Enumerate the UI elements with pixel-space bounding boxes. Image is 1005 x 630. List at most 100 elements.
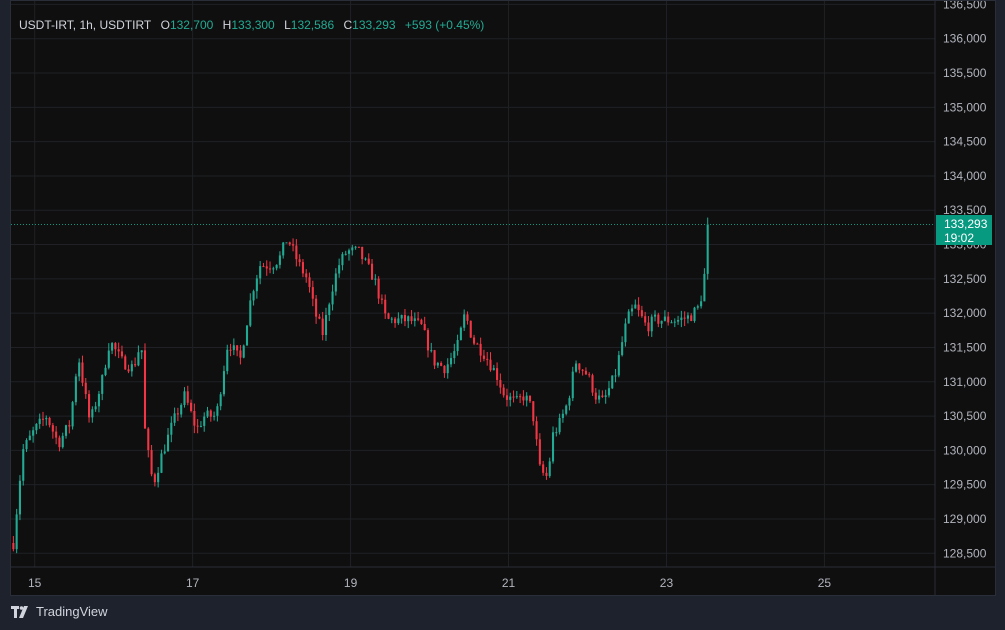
price-axis-label: 128,500 [943, 546, 987, 560]
candle-down [12, 542, 15, 550]
candle-up [249, 300, 252, 326]
candle-up [338, 265, 341, 274]
candle-up [456, 340, 459, 352]
tradingview-logo-text: TradingView [36, 604, 108, 619]
candle-down [440, 362, 443, 366]
candle-down [114, 343, 117, 350]
candle-up [255, 278, 258, 292]
candle-down [367, 258, 370, 264]
candle-down [127, 369, 130, 372]
candle-up [206, 410, 209, 417]
candle-down [209, 410, 212, 417]
candle-up [32, 430, 35, 436]
candle-up [275, 264, 278, 269]
candle-down [403, 315, 406, 322]
candlestick-chart[interactable]: 128,500 129,000 129,500 130,000 130,500 131,0… [11, 1, 995, 595]
candle-up [446, 364, 449, 374]
candle-up [706, 224, 709, 274]
candle-up [607, 388, 611, 396]
candle-up [693, 307, 696, 321]
candle-down [176, 413, 179, 415]
candle-up [226, 349, 229, 372]
candle-down [143, 350, 147, 429]
candle-up [558, 417, 561, 433]
candle-up [390, 318, 393, 320]
candle-up [344, 253, 347, 255]
candle-down [588, 374, 591, 376]
time-axis-label: 15 [28, 576, 42, 590]
candle-down [377, 278, 380, 299]
candle-down [58, 437, 61, 448]
candle-up [354, 246, 357, 248]
candle-up [551, 432, 555, 462]
last-price-tag: 133,293 19:02 [936, 215, 992, 246]
candle-up [568, 398, 571, 406]
price-axis-label: 134,500 [943, 135, 987, 149]
candle-down [644, 316, 647, 323]
candle-up [219, 394, 222, 407]
candle-up [611, 375, 614, 389]
time-axis-label: 21 [502, 576, 516, 590]
candle-up [407, 316, 410, 322]
candle-up [653, 314, 657, 317]
candle-up [430, 350, 433, 352]
candle-up [453, 351, 456, 359]
candle-up [166, 434, 170, 452]
candle-up [397, 318, 400, 324]
low-label: L [284, 18, 291, 32]
candle-down [117, 349, 120, 352]
candle-up [677, 319, 680, 322]
candle-down [584, 370, 587, 375]
last-price-value: 133,293 [944, 217, 988, 232]
candle-down [667, 316, 670, 323]
candle-down [308, 277, 311, 288]
candle-up [328, 304, 331, 316]
tradingview-logo[interactable]: TradingView [11, 604, 108, 619]
candle-down [318, 316, 321, 319]
high-value: 133,300 [231, 18, 275, 32]
candle-up [259, 266, 262, 279]
candle-up [515, 396, 518, 398]
candle-down [443, 365, 446, 374]
time-axis-label: 25 [818, 576, 832, 590]
candle-up [696, 306, 699, 308]
time-axis-label: 17 [186, 576, 200, 590]
candle-up [660, 320, 663, 324]
candle-up [565, 405, 568, 414]
candle-up [74, 376, 77, 403]
candle-up [634, 304, 637, 309]
chart-area[interactable]: 128,500 129,000 129,500 130,000 130,500 131,0… [10, 0, 996, 596]
candle-down [489, 359, 492, 371]
candle-up [509, 396, 512, 400]
candle-up [548, 461, 551, 476]
price-axis-label: 136,500 [943, 1, 987, 11]
candle-down [311, 287, 314, 299]
candle-up [351, 247, 354, 251]
candle-up [25, 440, 28, 450]
candle-up [680, 317, 683, 320]
candle-down [41, 418, 45, 420]
candle-down [581, 369, 584, 371]
candle-up [324, 315, 328, 335]
candle-down [268, 268, 272, 270]
candle-down [288, 242, 291, 245]
candle-up [436, 362, 439, 366]
candle-down [640, 310, 643, 317]
price-axis-label: 129,000 [943, 512, 987, 526]
candle-up [104, 367, 107, 376]
candle-up [157, 472, 160, 483]
tradingview-logo-icon [11, 605, 28, 618]
candle-down [417, 318, 420, 320]
candle-down [426, 330, 430, 351]
candle-down [380, 298, 383, 300]
candle-up [222, 371, 226, 395]
candle-down [591, 375, 594, 393]
candle-down [410, 316, 413, 321]
price-axis-label: 134,000 [943, 169, 987, 183]
price-axis-label: 129,500 [943, 478, 987, 492]
candle-up [94, 406, 97, 410]
candle-down [535, 421, 538, 440]
candle-down [190, 402, 193, 411]
candle-up [561, 413, 564, 418]
candle-up [449, 358, 453, 365]
